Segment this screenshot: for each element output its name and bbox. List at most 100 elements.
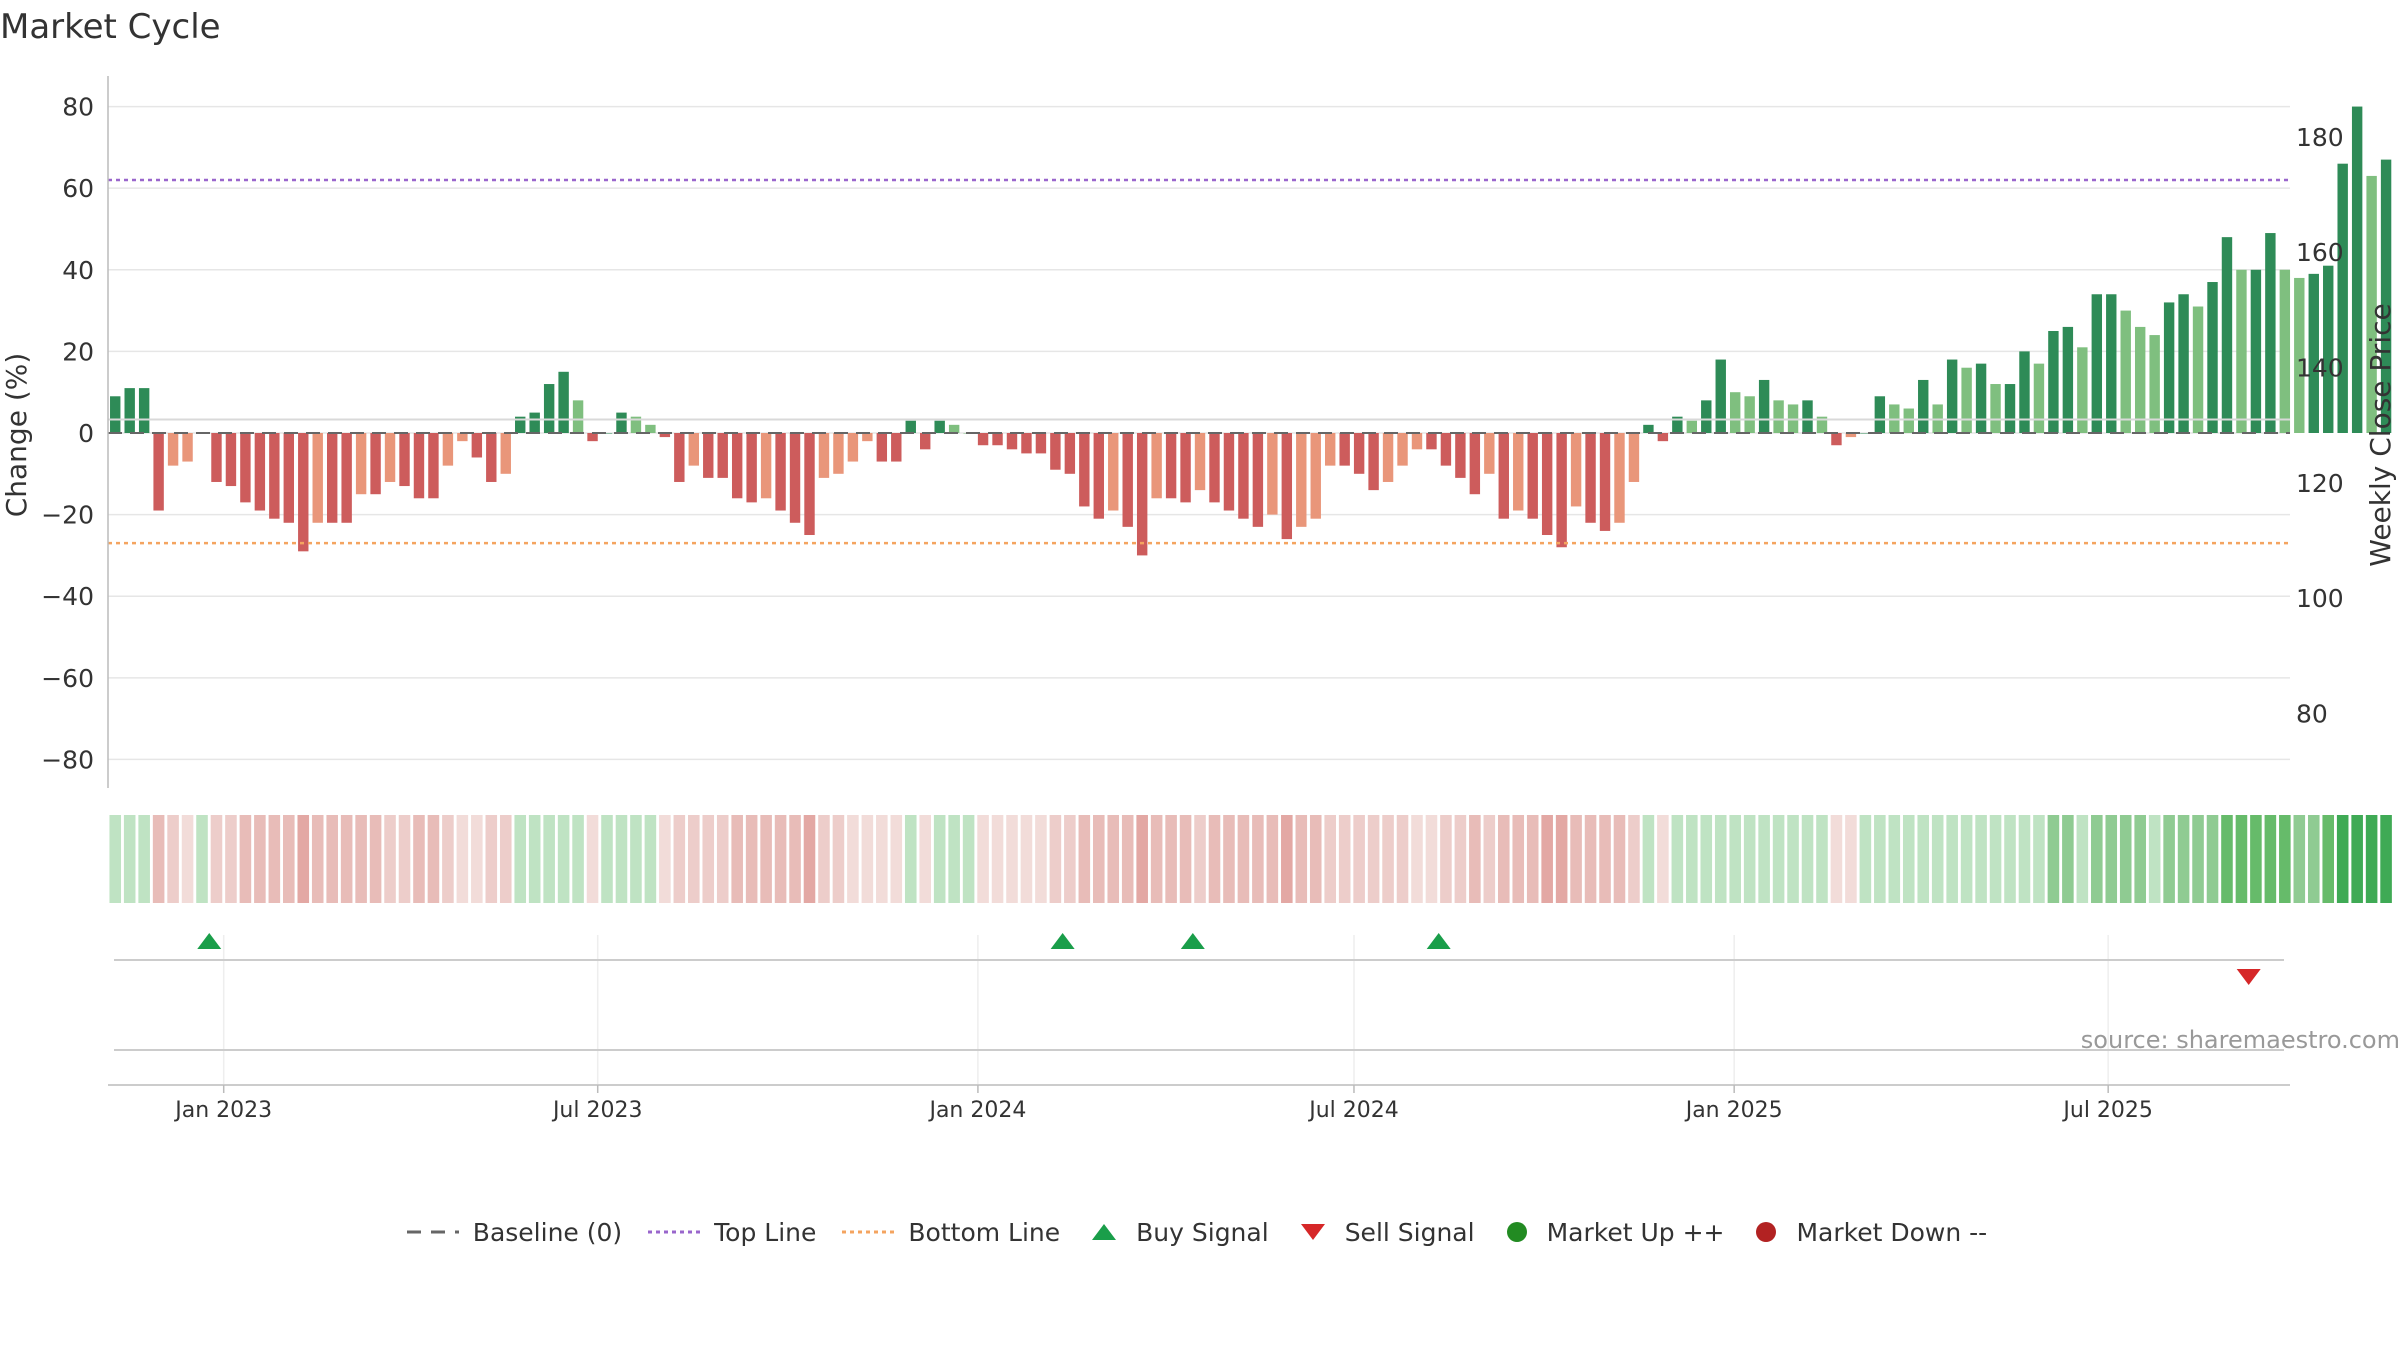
bar — [1672, 416, 1683, 433]
signal-panel — [114, 933, 2284, 1085]
bar — [1614, 433, 1625, 523]
bar — [775, 433, 786, 511]
bar-series — [110, 106, 2392, 556]
bar — [457, 433, 468, 442]
bar — [1151, 433, 1162, 499]
heatmap-cell — [1526, 815, 1539, 903]
bar — [616, 412, 627, 433]
heatmap-cell — [543, 815, 555, 903]
heatmap-cell — [1628, 815, 1640, 903]
bar — [1961, 367, 1972, 433]
heatmap-cell — [514, 815, 527, 903]
heatmap-cell — [1700, 815, 1713, 903]
y2-tick-label: 180 — [2296, 123, 2344, 152]
bar — [1975, 363, 1987, 433]
x-tick-label: Jul 2025 — [2061, 1098, 2153, 1123]
bar — [2366, 175, 2377, 433]
bar — [1498, 433, 1509, 519]
bar — [674, 433, 685, 482]
bar — [934, 420, 945, 433]
heatmap-cell — [2076, 815, 2089, 903]
bar — [1050, 433, 1061, 470]
heatmap-cell — [1497, 815, 1510, 903]
legend-item-buy: Buy Signal — [1084, 1218, 1269, 1247]
bar — [905, 420, 916, 433]
bar — [1281, 433, 1293, 540]
heatmap-cell — [1743, 815, 1756, 903]
heatmap-cell — [1888, 815, 1901, 903]
heatmap-cell — [1512, 815, 1525, 903]
heatmap-cell — [716, 815, 729, 903]
heatmap-cell — [2004, 815, 2016, 903]
bar — [1686, 420, 1698, 433]
heatmap-cell — [803, 815, 816, 903]
heatmap-cell — [1064, 815, 1076, 903]
heatmap-cell — [1801, 815, 1814, 903]
heatmap-cell — [1006, 815, 1018, 903]
bar — [1903, 408, 1914, 433]
heatmap-cell — [1960, 815, 1973, 903]
heatmap-cell — [1902, 815, 1915, 903]
heatmap-cell — [2091, 815, 2103, 903]
bar — [1918, 379, 1929, 433]
heatmap-cell — [283, 815, 295, 903]
bar — [1541, 433, 1553, 536]
heatmap-cell — [2235, 815, 2248, 903]
heatmap-cell — [1338, 815, 1351, 903]
heatmap-cell — [745, 815, 758, 903]
bar — [1701, 400, 1712, 433]
x-tick-label: Jul 2024 — [1307, 1098, 1399, 1123]
bar — [2134, 326, 2146, 433]
heatmap-cell — [760, 815, 772, 903]
bar — [1267, 433, 1278, 515]
heatmap-cell — [2163, 815, 2175, 903]
bar — [1570, 433, 1582, 507]
bar — [2250, 269, 2262, 433]
bar — [543, 384, 555, 433]
heatmap-cell — [991, 815, 1004, 903]
bar — [312, 433, 323, 523]
bar — [1108, 433, 1119, 511]
bar — [1628, 433, 1640, 482]
bar — [746, 433, 757, 503]
heatmap-cell — [1353, 815, 1365, 903]
bar — [2337, 163, 2348, 433]
bar — [2062, 326, 2074, 433]
source-credit: source: sharemaestro.com — [2081, 1026, 2400, 1054]
bar — [341, 433, 352, 523]
bar — [240, 433, 251, 503]
y-axis-label: Change (%) — [0, 353, 33, 518]
x-tick-label: Jan 2023 — [173, 1098, 272, 1123]
bar — [1426, 433, 1437, 450]
heatmap-cell — [1714, 815, 1727, 903]
heatmap-cell — [2336, 815, 2349, 903]
bar — [1180, 433, 1191, 503]
legend-item-baseline: Baseline (0) — [405, 1218, 622, 1247]
bar — [384, 433, 396, 482]
heatmap-cell — [109, 815, 122, 903]
bar — [1990, 384, 2001, 433]
bar — [1802, 400, 1813, 433]
heatmap-cell — [1555, 815, 1568, 903]
heatmap-cell — [1223, 815, 1235, 903]
bar — [211, 433, 222, 482]
legend-label-market-up: Market Up ++ — [1546, 1217, 1725, 1247]
heatmap-cell — [2119, 815, 2132, 903]
y-tick-label: −20 — [41, 501, 94, 530]
bar — [572, 400, 584, 433]
heatmap-cell — [557, 815, 570, 903]
legend-label-top-line: Top Line — [714, 1217, 817, 1247]
heatmap-cell — [861, 815, 874, 903]
heatmap-cell — [586, 815, 599, 903]
green-dot-icon — [1506, 1222, 1527, 1242]
heatmap-cell — [1165, 815, 1177, 903]
heatmap-cell — [2105, 815, 2118, 903]
heatmap-cell — [297, 815, 310, 903]
bar — [920, 433, 931, 450]
bar — [1325, 433, 1336, 466]
heatmap-cell — [601, 815, 613, 903]
y-tick-label: −40 — [41, 582, 94, 611]
bar — [355, 433, 367, 495]
heatmap-cell — [1483, 815, 1496, 903]
